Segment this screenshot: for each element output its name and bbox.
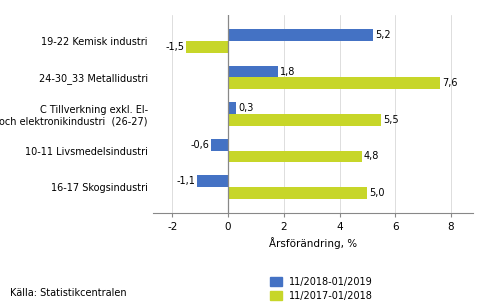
Text: -1,1: -1,1: [176, 176, 195, 186]
Bar: [228, 150, 362, 162]
Text: 5,0: 5,0: [369, 188, 385, 198]
Text: 5,5: 5,5: [383, 115, 399, 125]
Text: 4,8: 4,8: [364, 151, 379, 161]
Text: 5,2: 5,2: [375, 30, 390, 40]
Text: 0,3: 0,3: [239, 103, 254, 113]
Bar: [186, 41, 228, 53]
Bar: [228, 102, 237, 114]
Bar: [211, 139, 228, 150]
Bar: [197, 175, 228, 187]
Text: Källa: Statistikcentralen: Källa: Statistikcentralen: [10, 288, 127, 298]
X-axis label: Årsförändring, %: Årsförändring, %: [269, 237, 357, 249]
Bar: [228, 114, 381, 126]
Bar: [228, 29, 373, 41]
Text: 1,8: 1,8: [280, 67, 295, 77]
Legend: 11/2018-01/2019, 11/2017-01/2018: 11/2018-01/2019, 11/2017-01/2018: [270, 277, 373, 301]
Bar: [228, 187, 367, 199]
Text: 7,6: 7,6: [442, 78, 458, 88]
Bar: [228, 66, 278, 78]
Text: -1,5: -1,5: [165, 42, 184, 52]
Bar: [228, 78, 440, 89]
Text: -0,6: -0,6: [190, 140, 210, 150]
